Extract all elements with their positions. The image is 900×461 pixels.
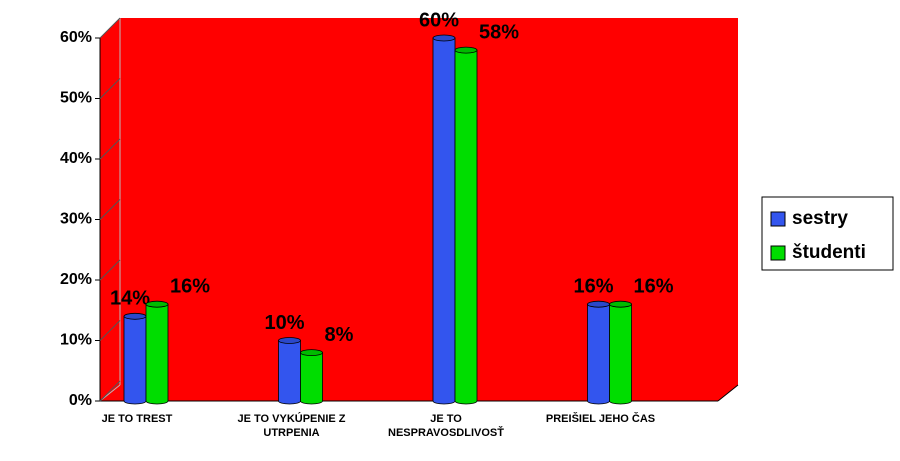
bar-top — [587, 300, 610, 308]
value-label: 10% — [264, 312, 304, 334]
bar-top — [432, 34, 456, 42]
bar — [587, 303, 610, 405]
value-label: 16% — [634, 275, 674, 297]
value-label: 14% — [110, 288, 150, 310]
x-axis-3d — [717, 384, 739, 402]
bar — [300, 352, 323, 405]
x-tick-label: JE TO TREST — [101, 413, 173, 425]
y-tick-3d — [99, 78, 121, 99]
y-tick-label: 10% — [60, 332, 92, 349]
bar-top — [123, 312, 147, 320]
bar — [278, 340, 301, 405]
bar-top — [278, 337, 301, 344]
legend-swatch — [770, 211, 786, 227]
back-wall — [100, 18, 738, 401]
bar — [609, 303, 632, 405]
value-label: 16% — [573, 275, 613, 297]
y-tick-3d — [99, 138, 121, 160]
y-tick-3d — [99, 320, 121, 341]
bar-top — [300, 349, 323, 357]
legend-label: študenti — [792, 242, 866, 263]
bar — [454, 49, 478, 405]
y-tick-label: 30% — [60, 211, 92, 228]
y-tick-label: 20% — [60, 271, 92, 288]
bar — [123, 315, 147, 405]
y-tick-3d — [99, 380, 121, 402]
x-tick-label: JE TO VYKÚPENIE Z UTRPENIA — [237, 413, 346, 439]
y-tick-label: 60% — [60, 29, 92, 46]
y-tick-label: 0% — [69, 392, 92, 409]
x-tick-label: PREIŠIEL JEHO ČAS — [545, 413, 656, 425]
legend-label: sestry — [792, 208, 848, 229]
value-label: 60% — [419, 9, 459, 31]
bar — [432, 37, 456, 405]
y-tick-3d — [99, 259, 121, 281]
y-tick-label: 50% — [60, 90, 92, 107]
bar-top — [454, 46, 478, 54]
bar-top — [609, 300, 632, 308]
value-label: 16% — [170, 275, 210, 297]
x-tick-label: JE TO NESPRAVOSDLIVOSŤ — [388, 413, 504, 439]
y-tick-3d — [99, 199, 121, 220]
value-label: 58% — [479, 21, 519, 43]
legend-swatch — [770, 245, 786, 261]
value-label: 8% — [325, 324, 354, 346]
bar — [145, 303, 169, 405]
y-tick-label: 40% — [60, 150, 92, 167]
y-tick-3d — [99, 17, 121, 39]
bar-top — [145, 300, 169, 308]
